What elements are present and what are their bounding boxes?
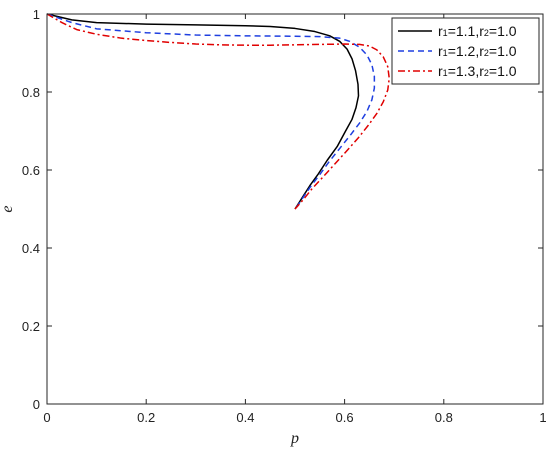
legend-text-part: =1.0: [489, 23, 517, 39]
legend-subscript: 2: [484, 28, 489, 38]
legend-label-2: r1=1.2,r2=1.0: [438, 43, 517, 59]
series-line-1: [46, 13, 360, 210]
legend-text-part: r: [438, 43, 443, 59]
y-tick-label: 0: [33, 397, 40, 412]
x-tick-label: 1: [539, 410, 546, 425]
x-tick-label: 0: [43, 410, 50, 425]
series-line-3: [46, 13, 390, 210]
legend-box: [391, 17, 540, 85]
legend-label-1: r1=1.1,r2=1.0: [438, 23, 517, 39]
y-tick-label: 0.8: [22, 85, 40, 100]
y-tick-label: 0.2: [22, 319, 40, 334]
legend-text-part: =1.1,r: [448, 23, 485, 39]
legend-label-3: r1=1.3,r2=1.0: [438, 63, 517, 79]
y-tick-label: 0.6: [22, 163, 40, 178]
x-tick-label: 0.6: [336, 410, 354, 425]
legend-subscript: 2: [484, 48, 489, 58]
x-tick-label: 0.4: [236, 410, 254, 425]
legend-subscript: 2: [484, 68, 489, 78]
series-layer: [46, 13, 390, 210]
legend-text-part: =1.2,r: [448, 43, 485, 59]
legend-text-part: r: [438, 23, 443, 39]
y-axis-label: e: [0, 205, 16, 212]
legend-text-part: =1.0: [489, 43, 517, 59]
ticks-layer: 0 0.2 0.4 0.6 0.8 1 0 0.2 0.4 0.6 0.8 1: [22, 7, 547, 425]
series-line-2: [46, 13, 376, 210]
legend: r1=1.1,r2=1.0r1=1.2,r2=1.0r1=1.3,r2=1.0: [391, 17, 540, 85]
legend-subscript: 1: [443, 48, 448, 58]
legend-text-part: r: [438, 63, 443, 79]
legend-subscript: 1: [443, 68, 448, 78]
y-tick-label: 1: [33, 7, 40, 22]
legend-text-part: =1.0: [489, 63, 517, 79]
x-tick-label: 0.2: [137, 410, 155, 425]
x-tick-label: 0.8: [435, 410, 453, 425]
y-tick-label: 0.4: [22, 241, 40, 256]
x-axis-label: p: [290, 430, 299, 447]
legend-subscript: 1: [443, 28, 448, 38]
legend-text-part: =1.3,r: [448, 63, 485, 79]
